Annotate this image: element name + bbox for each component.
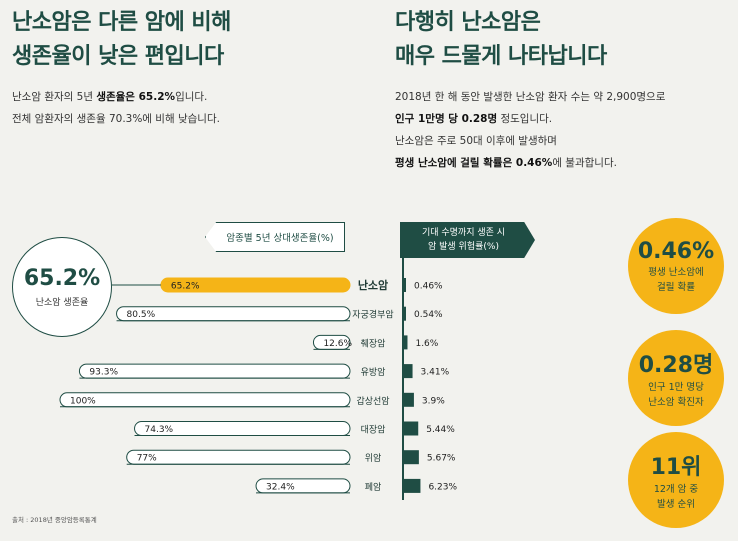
left-para-line-1: 난소암 환자의 5년 생존율은 65.2%입니다. [12,86,220,108]
survival-bar [78,363,351,379]
circle-value: 11위 [650,455,702,480]
text-run: 정도입니다. [497,113,553,125]
left-para-line-2: 전체 암환자의 생존율 70.3%에 비해 낮습니다. [12,108,220,130]
bold-run: 인구 1만명 당 0.28명 [395,113,498,125]
survival-value-label: 65.2% [171,282,200,292]
risk-value-label: 3.9% [422,396,445,406]
risk-rate-tag: 기대 수명까지 생존 시 암 발생 위험률(%) [400,222,535,258]
risk-value-label: 5.44% [426,425,455,435]
rank-circle: 11위 12개 암 중 발생 순위 [628,432,724,528]
risk-value-label: 5.67% [427,454,456,464]
survival-value-label: 32.4% [266,482,295,492]
risk-bar [403,450,419,465]
survival-value-label: 74.3% [145,425,174,435]
circle-label: 난소암 확진자 [648,397,704,408]
lifetime-risk-circle: 0.46% 평생 난소암에 걸릴 확률 [628,218,724,314]
survival-value-label: 77% [137,454,157,464]
category-label: 유방암 [361,366,386,378]
risk-bar [403,421,419,436]
left-heading-line: 생존율이 낮은 편입니다 [12,44,224,69]
category-label: 대장암 [361,424,386,436]
risk-value-label: 1.6% [415,339,438,349]
circle-label: 인구 1만 명당 [648,382,704,393]
survival-rate-tag: 암종별 5년 상대생존율(%) [205,222,345,252]
right-heading-line: 매우 드물게 나타납니다 [395,44,607,69]
category-label: 췌장암 [361,337,386,349]
circle-value: 0.28명 [638,353,714,378]
circle-label: 12개 암 중 [653,484,699,495]
right-para-line-3: 난소암은 주로 50대 이후에 발생하며 [395,130,665,152]
text-run: 난소암 환자의 5년 [12,91,97,103]
circle-label: 평생 난소암에 [648,266,704,278]
risk-bar [403,478,421,493]
circle-label: 걸릴 확률 [657,281,695,293]
risk-value-label: 0.54% [414,310,443,320]
risk-bar [403,306,406,321]
incidence-circle: 0.28명 인구 1만 명당 난소암 확진자 [628,330,724,426]
left-paragraph: 난소암 환자의 5년 생존율은 65.2%입니다. 전체 암환자의 생존율 70… [12,86,220,130]
risk-tag-line: 기대 수명까지 생존 시 [421,228,506,238]
text-run: 전체 암환자의 생존율 70.3%에 비해 낮습니다. [12,113,220,125]
bold-run: 평생 난소암에 걸릴 확률은 0.46% [395,157,553,169]
risk-bar [403,392,414,407]
survival-value-label: 80.5% [127,310,156,320]
text-run: 난소암은 주로 50대 이후에 발생하며 [395,135,557,147]
circle-label: 발생 순위 [657,499,695,510]
category-label: 갑상선암 [356,395,389,407]
survival-value: 65.2% [23,266,101,291]
ovarian-survival-circle: 65.2% 난소암 생존율 [12,237,112,337]
bold-run: 생존율은 65.2% [96,91,176,103]
category-label: 자궁경부암 [352,309,393,321]
right-para-line-4: 평생 난소암에 걸릴 확률은 0.46%에 불과합니다. [395,152,665,174]
right-para-line-2: 인구 1만명 당 0.28명 정도입니다. [395,108,665,130]
right-paragraph: 2018년 한 해 동안 발생한 난소암 환자 수는 약 2,900명으로 인구… [395,86,665,174]
survival-bar [59,392,351,408]
category-label: 폐암 [365,481,382,493]
risk-value-label: 6.23% [428,482,457,492]
left-heading: 난소암은 다른 암에 비해 생존율이 낮은 편입니다 [12,6,231,74]
survival-value-label: 12.6% [323,339,352,349]
left-heading-line: 난소암은 다른 암에 비해 [12,10,231,35]
circle-value: 0.46% [637,238,715,264]
source-note: 출처 : 2018년 중앙암등록통계 [12,516,97,524]
text-run: 입니다. [175,91,208,103]
risk-bar [403,278,406,292]
category-label: 위암 [365,452,382,464]
survival-bar [126,449,351,465]
risk-tag-line: 암 발생 위험률(%) [428,242,499,252]
survival-label: 난소암 생존율 [35,298,89,308]
category-label: 난소암 [358,278,388,292]
right-heading: 다행히 난소암은 매우 드물게 나타납니다 [395,6,607,74]
risk-value-label: 0.46% [414,282,443,292]
survival-value-label: 100% [70,396,96,406]
right-para-line-1: 2018년 한 해 동안 발생한 난소암 환자 수는 약 2,900명으로 [395,86,665,108]
text-run: 2018년 한 해 동안 발생한 난소암 환자 수는 약 2,900명으로 [395,91,666,103]
right-heading-line: 다행히 난소암은 [395,10,541,35]
risk-value-label: 3.41% [421,368,450,378]
risk-bar [403,364,413,379]
text-run: 에 불과합니다. [552,157,617,169]
risk-bar [403,335,408,350]
survival-value-label: 93.3% [89,368,118,378]
